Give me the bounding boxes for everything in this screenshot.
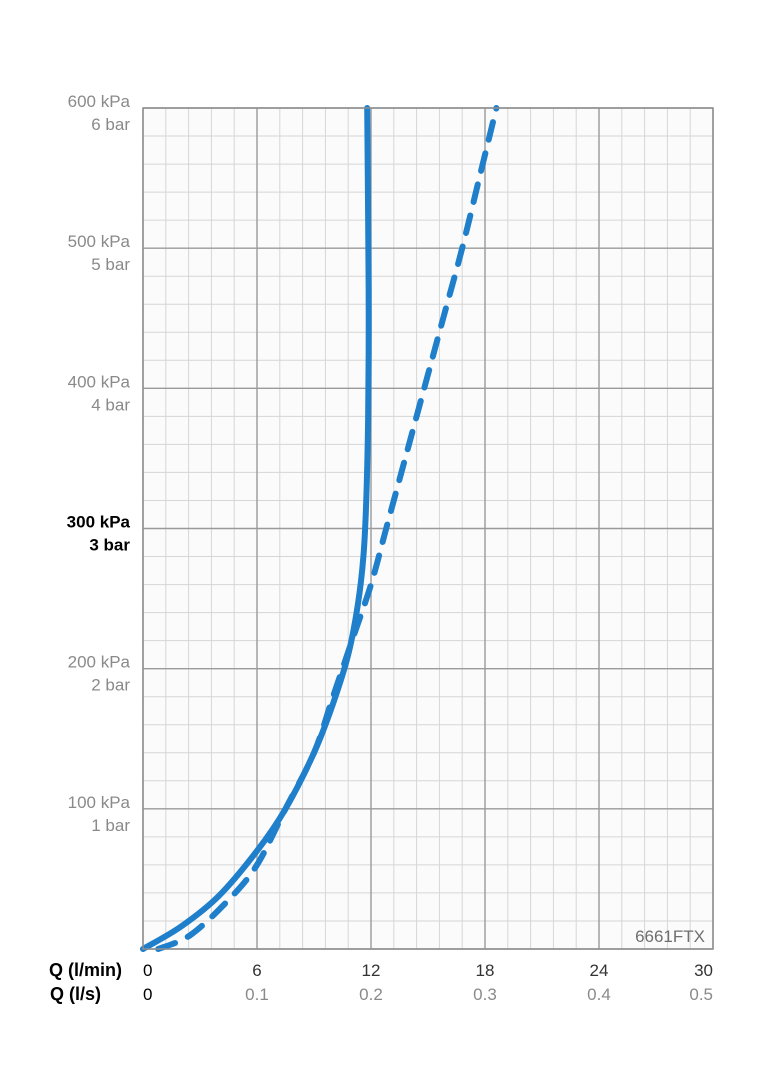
x-tick-label-ls: 0 xyxy=(143,985,152,1004)
x-tick-label-lmin: 18 xyxy=(476,961,495,980)
y-tick-label-bar: 3 bar xyxy=(89,536,130,555)
x-tick-label-lmin: 6 xyxy=(252,961,261,980)
y-tick-label-bar: 6 bar xyxy=(91,115,130,134)
y-tick-label-kpa: 600 kPa xyxy=(68,92,131,111)
y-tick-label-kpa: 400 kPa xyxy=(68,372,131,391)
series-line-dashed xyxy=(155,105,500,952)
y-tick-label-bar: 2 bar xyxy=(91,676,130,695)
x-axis-label-ls: Q (l/s) xyxy=(50,984,101,1004)
y-tick-label-kpa: 500 kPa xyxy=(68,232,131,251)
x-tick-label-ls: 0.3 xyxy=(473,985,497,1004)
model-label: 6661FTX xyxy=(635,927,705,946)
x-tick-label-ls: 0.4 xyxy=(587,985,611,1004)
x-tick-label-ls: 0.1 xyxy=(245,985,269,1004)
y-tick-label-kpa: 300 kPa xyxy=(67,513,131,532)
x-tick-label-lmin: 12 xyxy=(362,961,381,980)
y-tick-label-bar: 4 bar xyxy=(91,395,130,414)
y-tick-label-bar: 5 bar xyxy=(91,255,130,274)
x-tick-label-ls: 0.2 xyxy=(359,985,383,1004)
y-tick-label-kpa: 200 kPa xyxy=(68,653,131,672)
y-tick-label-bar: 1 bar xyxy=(91,816,130,835)
x-tick-label-lmin: 0 xyxy=(143,961,152,980)
x-tick-labels: 0 0 6 0.1 12 0.2 18 0.3 24 0.4 30 0.5 xyxy=(143,961,713,1004)
plot-frame xyxy=(142,107,714,950)
x-tick-label-ls: 0.5 xyxy=(689,985,713,1004)
x-axis-label-lmin: Q (l/min) xyxy=(49,960,122,980)
x-tick-label-lmin: 30 xyxy=(694,961,713,980)
series-layer xyxy=(140,105,500,952)
y-tick-labels: 100 kPa 1 bar 200 kPa 2 bar 300 kPa 3 bar 400 … xyxy=(67,92,131,835)
x-tick-label-lmin: 24 xyxy=(590,961,609,980)
y-tick-label-kpa: 100 kPa xyxy=(68,793,131,812)
